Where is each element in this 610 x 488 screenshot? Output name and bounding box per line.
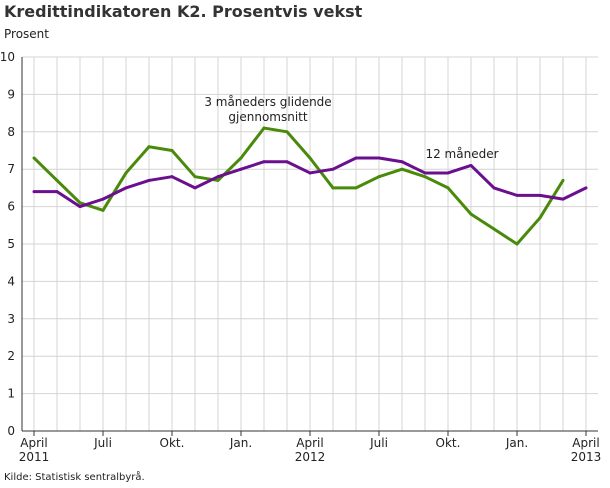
data-point-1 [239,167,243,171]
source-note: Kilde: Statistisk sentralbyrå. [4,472,145,483]
data-point-1 [331,167,335,171]
data-point-0 [446,186,450,190]
y-axis-label: Prosent [4,27,49,41]
data-point-1 [262,160,266,164]
data-point-1 [446,171,450,175]
series-line-0 [32,126,565,246]
y-tick-label: 5 [7,237,15,251]
y-tick-label: 7 [7,162,15,176]
data-point-0 [285,130,289,134]
x-tick-label: April [20,436,47,450]
data-point-0 [55,178,59,182]
data-point-0 [469,212,473,216]
data-point-1 [469,163,473,167]
data-point-0 [216,178,220,182]
y-tick-label: 0 [7,424,15,438]
data-point-0 [170,149,174,152]
data-point-1 [170,175,174,179]
y-tick-label: 4 [7,274,15,288]
data-point-0 [78,201,82,205]
data-point-1 [78,205,82,209]
y-tick-label: 10 [0,50,15,64]
data-point-1 [193,186,197,190]
data-point-0 [308,156,312,160]
x-tick-sublabel: 2011 [19,450,50,464]
data-point-1 [561,197,565,201]
y-tick-label: 3 [7,312,15,326]
data-point-0 [239,156,243,160]
x-tick-label: April [572,436,599,450]
data-point-1 [124,186,128,190]
y-tick-label: 2 [7,349,15,363]
data-point-1 [32,190,36,194]
series-label-0: gjennomsnitt [228,110,307,124]
data-point-1 [423,171,427,175]
data-point-1 [377,156,381,160]
data-point-1 [216,175,220,179]
data-point-1 [538,193,542,197]
data-point-0 [400,167,404,171]
data-point-0 [515,242,519,246]
data-point-0 [377,175,381,179]
data-point-0 [423,175,427,179]
x-tick-sublabel: 2012 [295,450,326,464]
x-tick-label: Okt. [160,436,185,450]
data-point-0 [193,175,197,179]
data-point-0 [147,145,151,149]
data-point-0 [262,126,266,130]
data-point-1 [147,178,151,182]
y-tick-label: 6 [7,200,15,214]
x-tick-label: April [296,436,323,450]
data-point-1 [285,160,289,164]
data-point-0 [538,216,542,220]
data-point-0 [101,208,105,212]
data-point-0 [492,227,496,231]
data-point-0 [32,156,36,160]
data-point-0 [354,186,358,190]
x-tick-label: Jan. [505,436,528,450]
y-tick-label: 1 [7,387,15,401]
data-point-0 [561,178,565,182]
data-point-1 [55,190,59,194]
data-point-1 [308,171,312,175]
x-tick-label: Jan. [229,436,252,450]
data-point-1 [400,160,404,164]
data-point-0 [124,171,128,175]
data-point-1 [492,186,496,190]
x-tick-label: Juli [93,436,112,450]
x-tick-sublabel: 2013 [571,450,602,464]
y-tick-label: 9 [7,87,15,101]
data-point-1 [515,193,519,197]
y-tick-label: 8 [7,125,15,139]
x-tick-label: Juli [369,436,388,450]
data-point-0 [331,186,335,190]
data-point-1 [584,186,588,190]
series-label-1: 12 måneder [425,147,498,161]
data-point-1 [101,197,105,201]
data-point-1 [354,156,358,160]
x-tick-label: Okt. [436,436,461,450]
series-label-0: 3 måneders glidende [204,95,331,109]
chart-title: Kredittindikatoren K2. Prosentvis vekst [4,2,363,21]
